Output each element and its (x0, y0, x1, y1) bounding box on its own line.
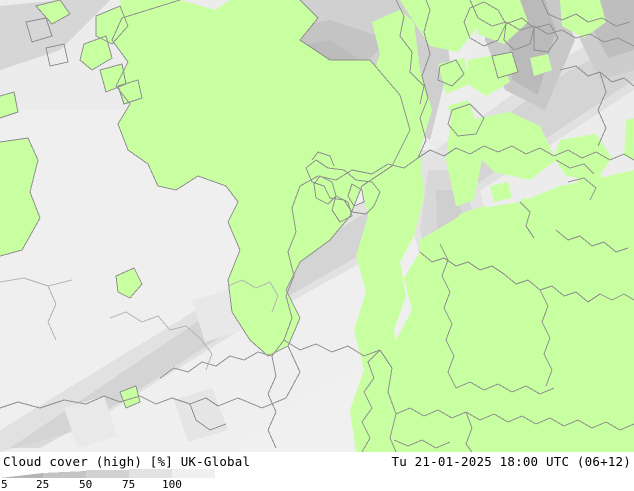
color-scale-legend (0, 469, 215, 480)
legend-tick-100: 100 (162, 478, 182, 491)
legend-tick-75: 75 (122, 478, 136, 491)
legend-color-wedge (0, 469, 215, 478)
legend-tick-50: 50 (79, 478, 93, 491)
legend-tick-25: 25 (36, 478, 50, 491)
cloud-cover-raster (0, 0, 634, 452)
valid-timestamp: Tu 21-01-2025 18:00 UTC (06+12) (391, 454, 631, 469)
map-footer: Cloud cover (high) [%] UK-Global Tu 21-0… (0, 452, 634, 491)
clear-sky-areas (0, 0, 634, 452)
legend-tick-labels: 5 25 50 75 100 (0, 478, 230, 491)
coastlines-and-borders (0, 0, 634, 452)
legend-tick-5: 5 (1, 478, 8, 491)
map-canvas[interactable] (0, 0, 634, 452)
product-title: Cloud cover (high) [%] UK-Global (3, 454, 251, 469)
